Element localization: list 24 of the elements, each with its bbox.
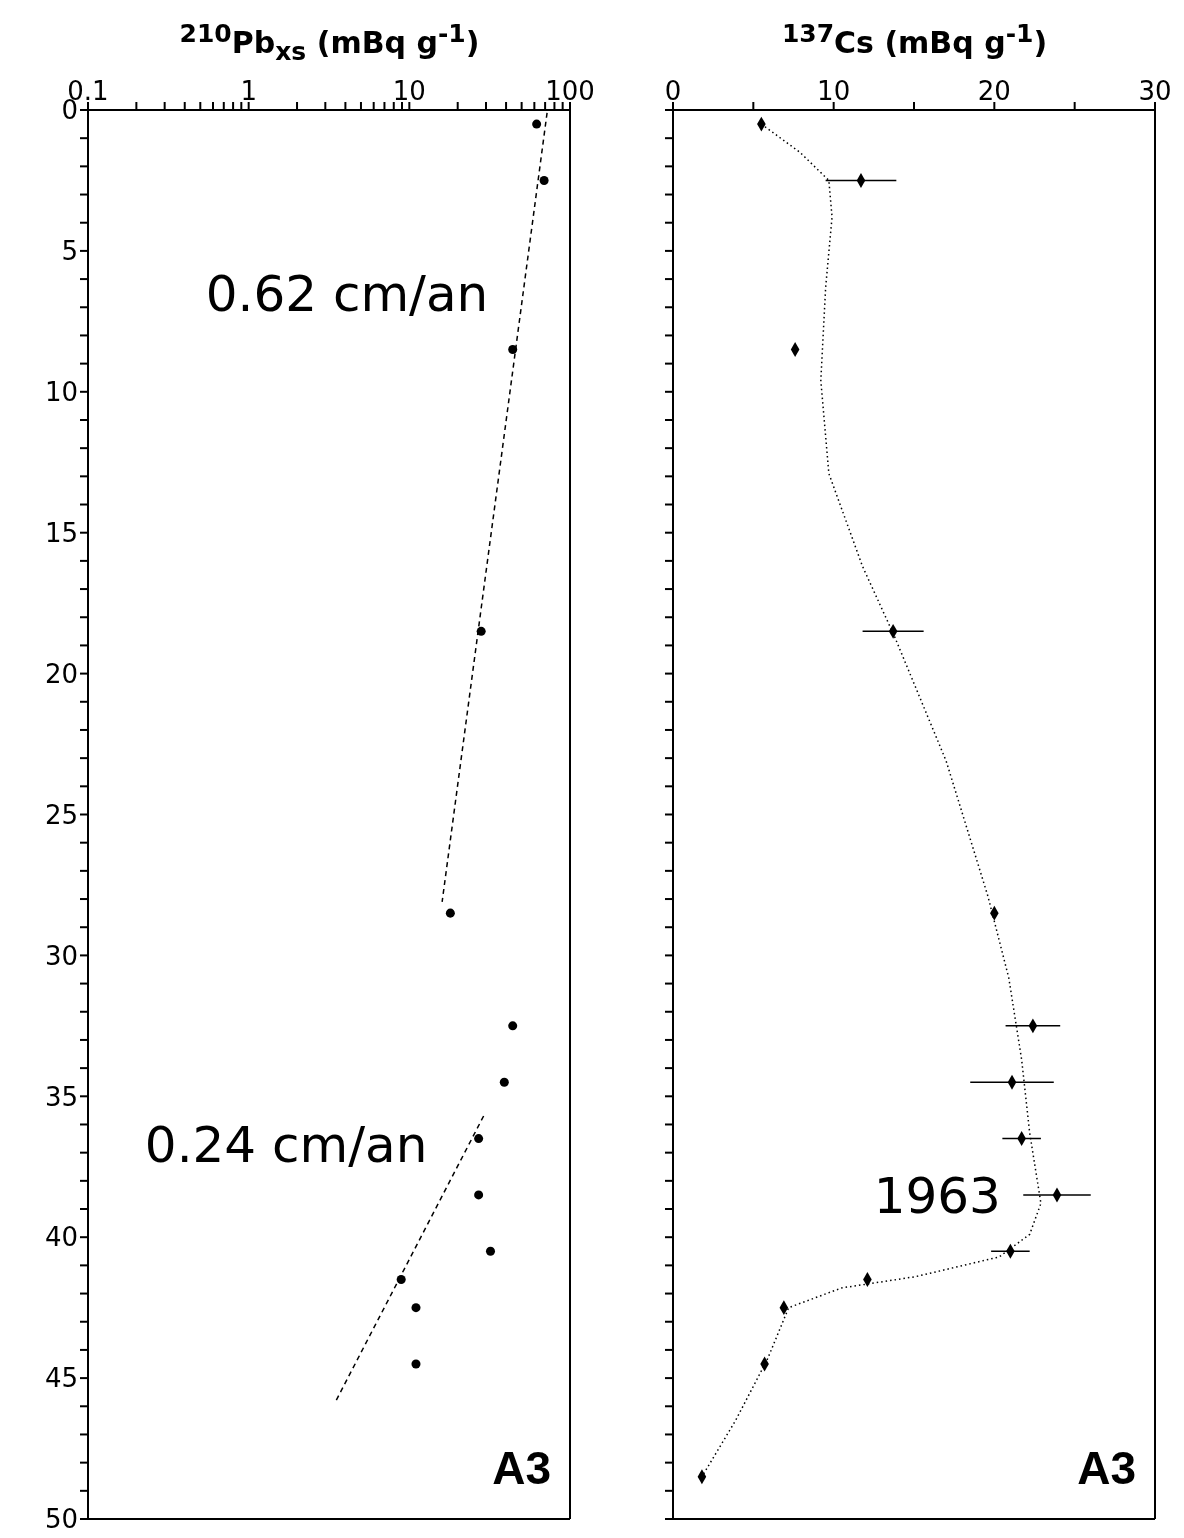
annotation: 0.24 cm/an xyxy=(144,1115,428,1174)
x-tick-label: 20 xyxy=(977,76,1011,106)
y-tick-label: 50 xyxy=(44,1504,78,1535)
y-tick-label: 15 xyxy=(44,517,78,548)
y-tick-label: 45 xyxy=(44,1363,78,1394)
y-tick-label: 25 xyxy=(44,799,78,830)
x-tick-label: 10 xyxy=(392,76,426,106)
x-tick-label: 100 xyxy=(545,76,595,106)
x-tick-label: 1 xyxy=(240,76,257,106)
annotation: 1963 xyxy=(873,1166,1001,1225)
y-tick-label: 20 xyxy=(44,658,78,689)
y-tick-label: 35 xyxy=(44,1081,78,1112)
y-tick-label: 40 xyxy=(44,1222,78,1253)
annotation: A3 xyxy=(492,1441,551,1495)
y-tick-label: 5 xyxy=(61,236,78,267)
x-tick-label: 30 xyxy=(1138,76,1172,106)
x-axis-title: $^{137}$Cs (mBq g$^{-1}$) xyxy=(780,18,1049,60)
y-tick-label: 30 xyxy=(44,940,78,971)
annotation: A3 xyxy=(1077,1441,1136,1495)
x-tick-label: 0 xyxy=(664,76,682,106)
annotation: 0.62 cm/an xyxy=(205,264,489,323)
y-tick-label: 10 xyxy=(44,377,78,408)
x-tick-label: 10 xyxy=(817,76,851,106)
x-axis-title: $^{210}$Pb$_{xs}$ (mBq g$^{-1}$) xyxy=(178,18,481,66)
